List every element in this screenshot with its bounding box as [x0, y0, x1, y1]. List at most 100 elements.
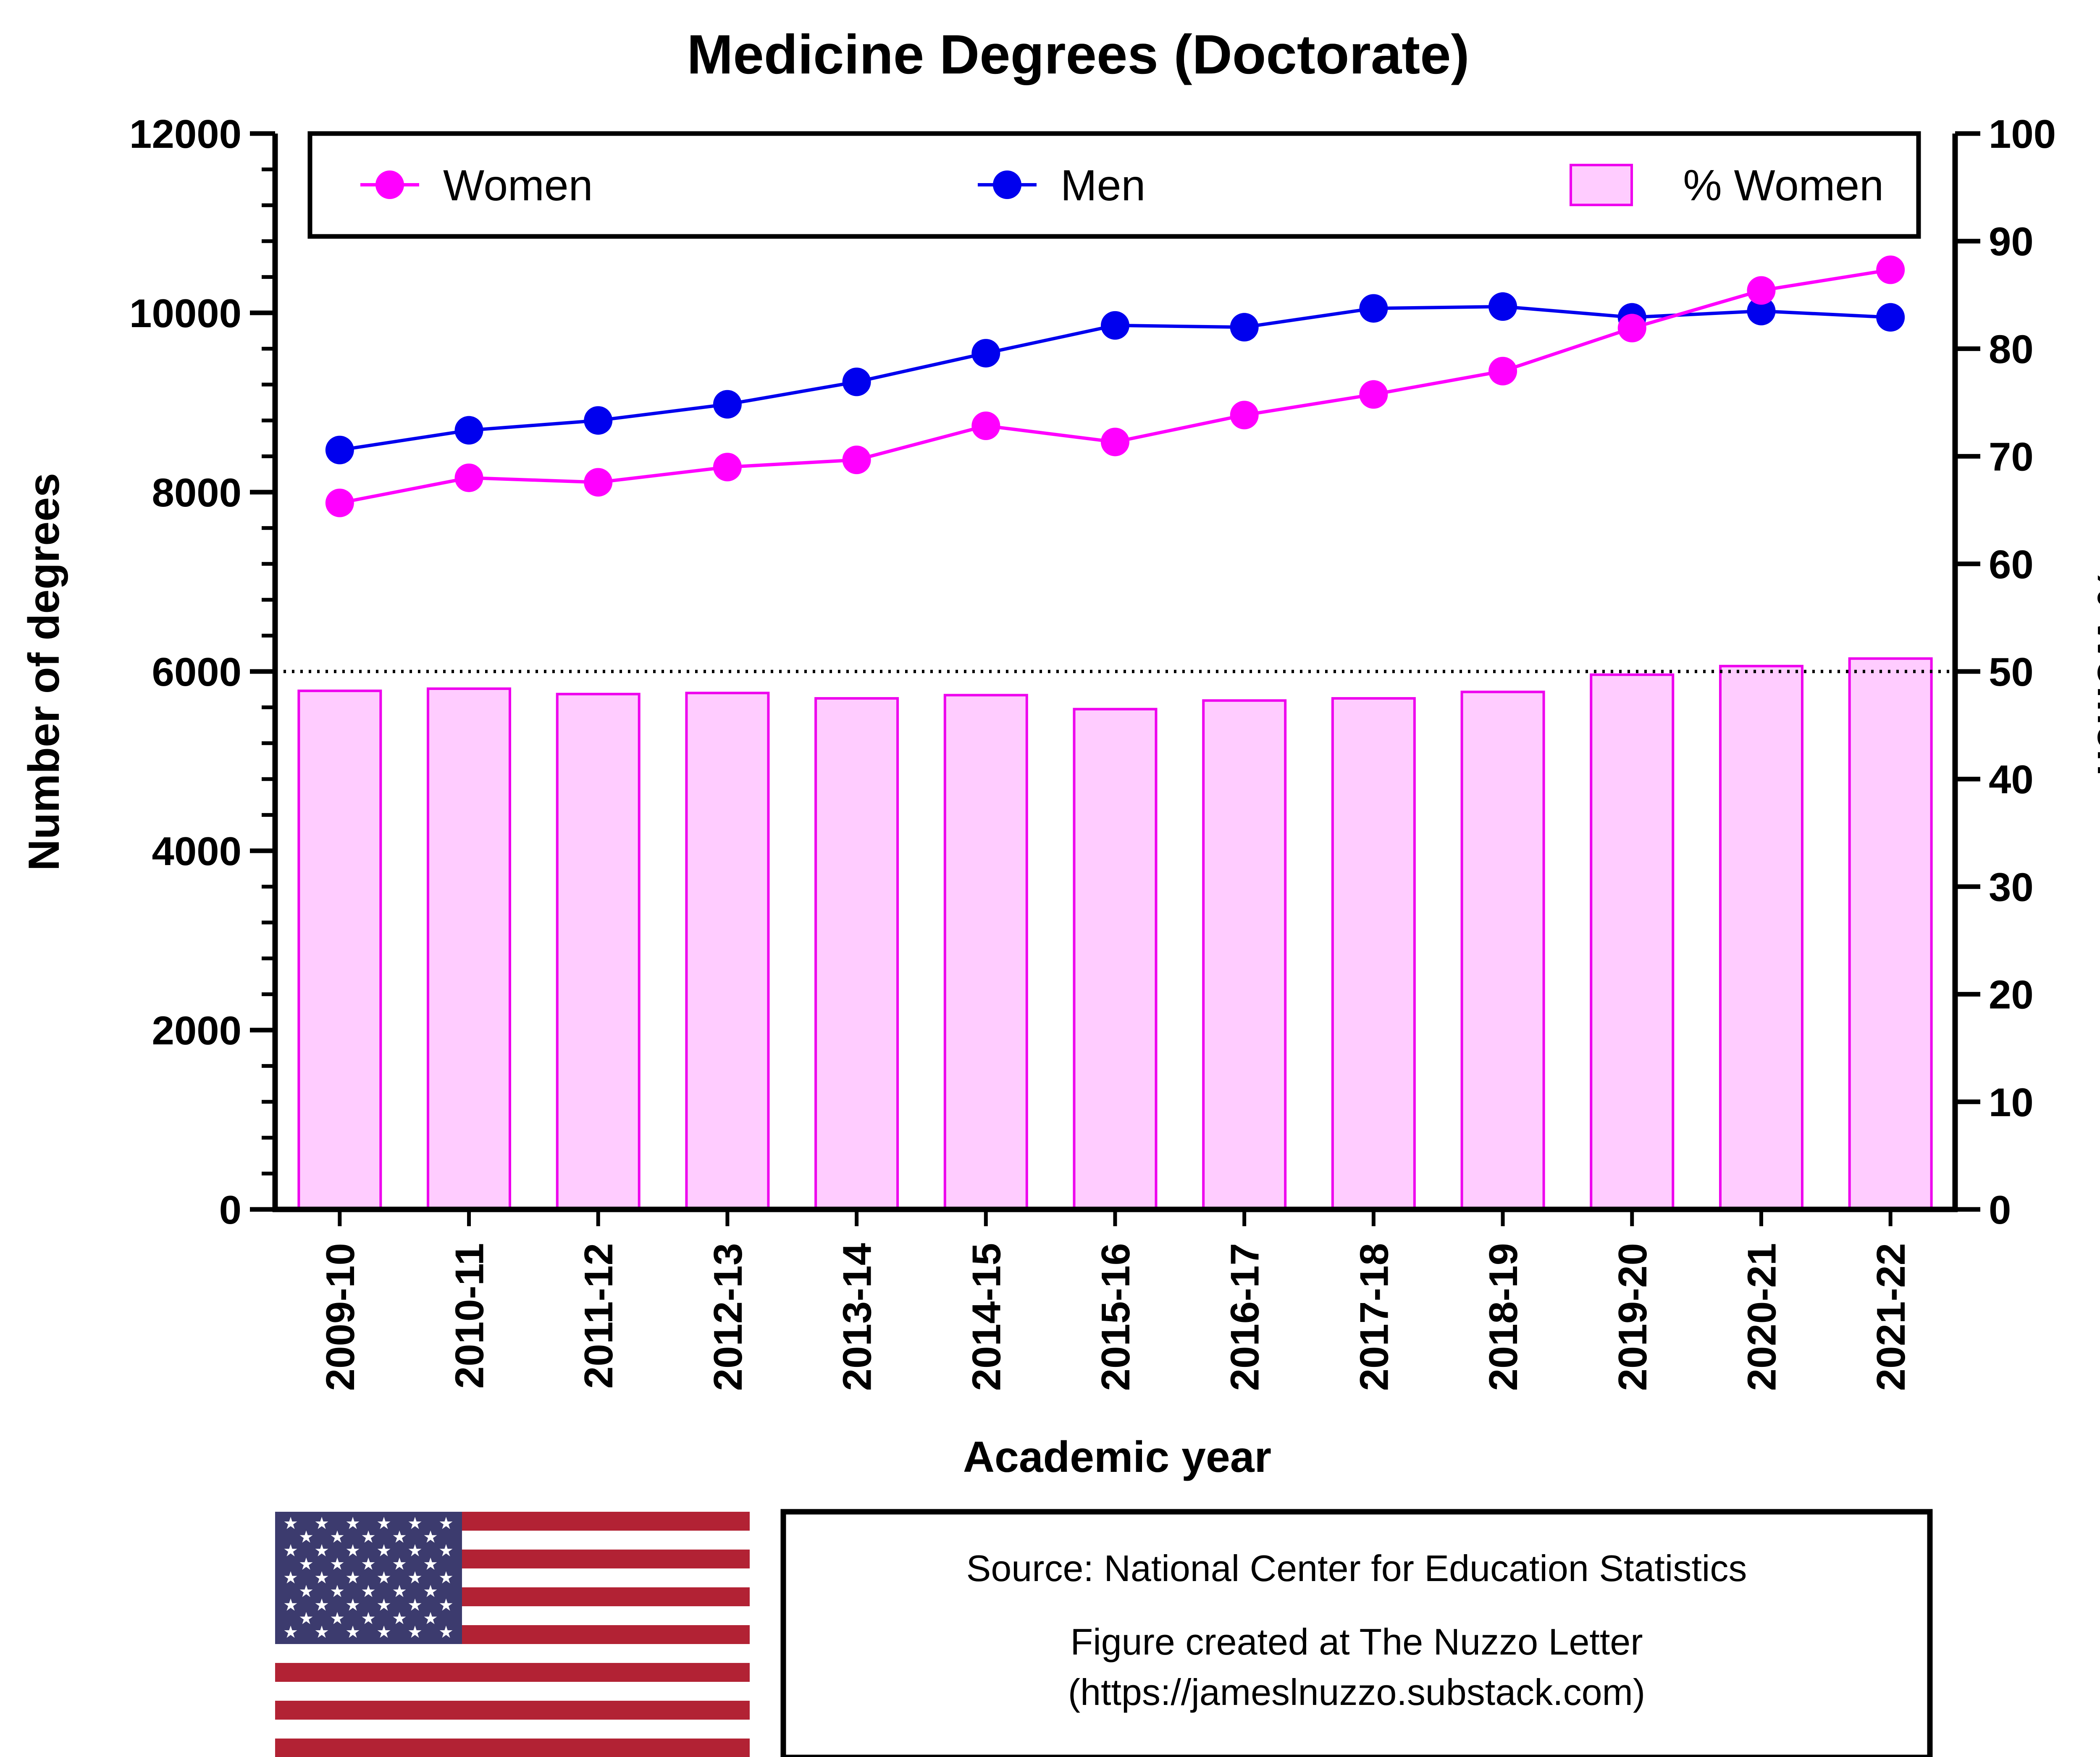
bar-pct-women-2011-12: [556, 692, 640, 1211]
point-women-2013-14: [842, 446, 871, 475]
axes: 0 2000 4000 6000 8000 10000 12000 0 10 20 30 40 50 60…: [129, 112, 2056, 1391]
point-men-2018-19: [1488, 292, 1517, 321]
bar-pct-women-2021-22: [1848, 657, 1933, 1211]
bar-pct-women-2019-20: [1590, 673, 1675, 1211]
line-women: [339, 268, 1891, 505]
point-men-2017-18: [1359, 294, 1388, 323]
flag-star: ★: [299, 1527, 314, 1547]
bar-pct-women-2014-15: [943, 694, 1028, 1211]
us-flag-icon: ★ ★ ★ ★ ★ ★★ ★ ★ ★ ★★ ★ ★ ★ ★ ★★ ★ ★ ★ ★★ ★ ★ ★ ★ ★★ ★ ★ ★ ★★ ★ ★ ★ ★ ★★…: [275, 1512, 750, 1757]
legend-pct-women-label: % Women: [1683, 161, 1884, 210]
x-tick-label: 2014-15: [964, 1243, 1009, 1391]
point-men-2011-12: [584, 406, 613, 435]
x-tick-label: 2009-10: [318, 1243, 363, 1391]
y2-tick-label: 50: [1989, 650, 2034, 695]
bar-pct-women-2016-17: [1202, 699, 1287, 1211]
flag-star: ★: [361, 1582, 376, 1601]
flag-star: ★: [407, 1623, 423, 1642]
x-tick-label: 2015-16: [1093, 1243, 1138, 1391]
x-tick-label: 2019-20: [1610, 1243, 1655, 1391]
y-tick-label: 12000: [129, 112, 242, 157]
point-men-2014-15: [971, 339, 1000, 368]
y-tick-label: 0: [219, 1188, 242, 1233]
flag-stripe: [275, 1701, 750, 1720]
point-women-2015-16: [1101, 427, 1129, 456]
point-women-2011-12: [584, 468, 613, 497]
flag-star: ★: [299, 1609, 314, 1629]
source-line: Source: National Center for Education St…: [966, 1547, 1747, 1589]
point-men-2016-17: [1230, 313, 1259, 342]
flag-star: ★: [283, 1541, 298, 1560]
x-tick-label: 2017-18: [1352, 1243, 1396, 1391]
point-men-2010-11: [454, 416, 483, 445]
flag-star: ★: [361, 1555, 376, 1574]
bar-pct-women-2009-10: [297, 690, 382, 1211]
flag-star: ★: [283, 1595, 298, 1615]
credit-line: Figure created at The Nuzzo Letter: [1070, 1621, 1643, 1663]
flag-star: ★: [376, 1595, 391, 1615]
y2-tick-label: 20: [1989, 973, 2034, 1017]
bar-pct-women-2018-19: [1460, 690, 1545, 1211]
y-tick-label: 6000: [152, 650, 242, 695]
x-tick-label: 2011-12: [576, 1243, 621, 1389]
flag-star: ★: [361, 1609, 376, 1629]
y2-tick-label: 80: [1989, 327, 2034, 372]
point-men-2012-13: [713, 390, 742, 419]
flag-star: ★: [299, 1582, 314, 1601]
legend-pct-women-swatch: [1570, 164, 1633, 206]
flag-star: ★: [438, 1541, 454, 1560]
x-tick-label: 2010-11: [447, 1243, 492, 1389]
x-tick-label: 2013-14: [835, 1243, 880, 1391]
point-women-2014-15: [971, 412, 1000, 441]
bar-pct-women-2012-13: [685, 692, 770, 1211]
legend-men-marker: [993, 170, 1021, 199]
x-tick-label: 2012-13: [706, 1243, 751, 1391]
flag-star: ★: [283, 1623, 298, 1642]
flag-canton: [275, 1512, 462, 1644]
flag-star: ★: [345, 1541, 360, 1560]
flag-star: ★: [438, 1623, 454, 1642]
point-men-2009-10: [325, 435, 354, 464]
y-tick-label: 2000: [152, 1008, 242, 1053]
legend-box: [307, 131, 1921, 239]
bar-pct-women-2013-14: [814, 697, 899, 1211]
y2-tick-label: 30: [1989, 865, 2034, 910]
y-tick-label: 10000: [129, 291, 242, 336]
flag-star: ★: [376, 1623, 391, 1642]
y2-tick-label: 10: [1989, 1080, 2034, 1125]
flag-star: ★: [423, 1582, 438, 1601]
flag-star: ★: [330, 1609, 345, 1629]
flag-star: ★: [438, 1595, 454, 1615]
flag-star: ★: [407, 1595, 423, 1615]
x-tick-label: 2016-17: [1223, 1243, 1268, 1391]
legend-men-label: Men: [1060, 161, 1145, 210]
point-men-2015-16: [1101, 311, 1129, 340]
point-women-2010-11: [454, 463, 483, 492]
bar-pct-women-2017-18: [1331, 697, 1416, 1211]
flag-star: ★: [423, 1555, 438, 1574]
flag-star: ★: [392, 1582, 407, 1601]
flag-star: ★: [314, 1514, 329, 1533]
flag-star: ★: [314, 1595, 329, 1615]
point-men-2021-22: [1876, 303, 1905, 332]
y2-tick-label: 100: [1989, 112, 2056, 157]
flag-star: ★: [376, 1514, 391, 1533]
flag-star: ★: [314, 1623, 329, 1642]
point-women-2017-18: [1359, 380, 1388, 409]
flag-star: ★: [361, 1527, 376, 1547]
flag-star: ★: [407, 1541, 423, 1560]
x-tick-label: 2021-22: [1869, 1243, 1914, 1391]
source-box: Source: National Center for Education St…: [780, 1509, 1933, 1757]
point-women-2016-17: [1230, 401, 1259, 430]
legend: Women Men % Women: [307, 131, 1921, 239]
legend-women-label: Women: [443, 161, 593, 210]
flag-star: ★: [314, 1541, 329, 1560]
flag-star: ★: [330, 1555, 345, 1574]
flag-stripe: [275, 1682, 750, 1701]
flag-star: ★: [345, 1595, 360, 1615]
y2-tick-label: 40: [1989, 757, 2034, 802]
bar-pct-women-2015-16: [1073, 708, 1158, 1211]
point-women-2021-22: [1876, 255, 1905, 284]
flag-star: ★: [407, 1568, 423, 1588]
